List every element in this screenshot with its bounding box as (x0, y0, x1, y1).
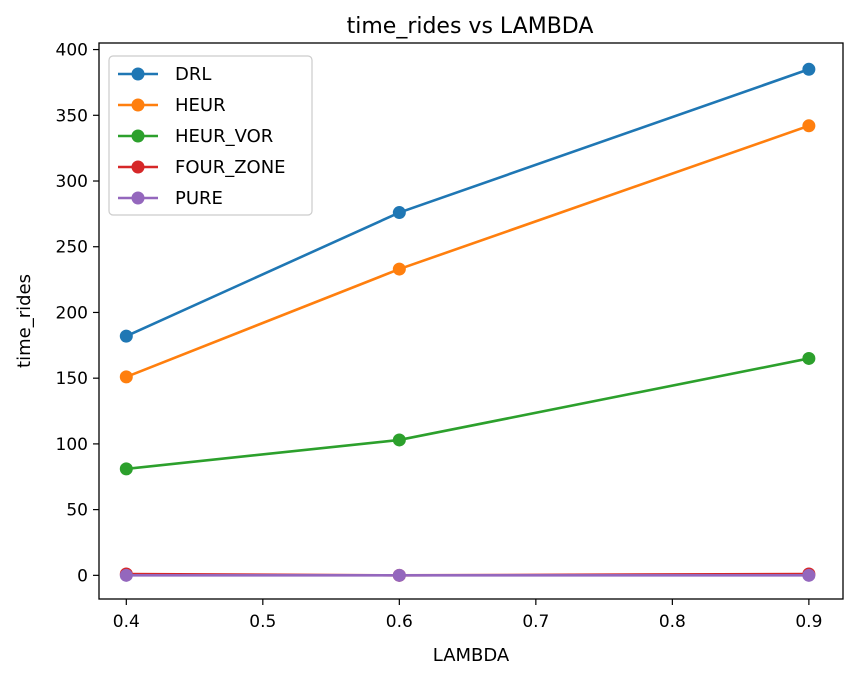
y-tick-label: 400 (56, 41, 88, 61)
legend-item: HEUR_VOR (118, 126, 273, 147)
chart-title: time_rides vs LAMBDA (347, 14, 594, 39)
x-tick-label: 0.4 (113, 612, 140, 632)
data-point-drl (119, 329, 133, 343)
legend: DRL HEUR HEUR_VOR FOUR_ZONE PURE (108, 55, 313, 216)
y-axis-label: time_rides (14, 274, 35, 368)
legend-swatch-marker (131, 129, 145, 143)
data-point-heur (392, 262, 406, 276)
y-tick-label: 250 (56, 238, 88, 258)
series-drl (119, 62, 816, 343)
legend-item: PURE (118, 188, 223, 209)
series-pure (119, 568, 816, 582)
legend-frame (108, 55, 313, 216)
legend-item: HEUR (118, 95, 226, 116)
legend-label: HEUR (175, 95, 226, 116)
data-point-pure (392, 568, 406, 582)
series-heur-vor (119, 351, 816, 476)
legend-swatch-marker (131, 191, 145, 205)
legend-label: DRL (175, 64, 211, 85)
plot-area (119, 62, 816, 582)
legend-swatch-marker (131, 67, 145, 81)
data-point-heur-vor (802, 351, 816, 365)
y-tick-label: 50 (66, 501, 88, 521)
data-point-pure (802, 568, 816, 582)
legend-label: FOUR_ZONE (175, 157, 286, 178)
y-tick-label: 300 (56, 172, 88, 192)
series-heur (119, 119, 816, 384)
legend-label: PURE (175, 188, 223, 209)
x-tick-label: 0.7 (522, 612, 549, 632)
x-tick-label: 0.6 (386, 612, 413, 632)
data-point-heur-vor (119, 462, 133, 476)
x-axis-label: LAMBDA (433, 645, 510, 666)
x-tick-label: 0.9 (795, 612, 822, 632)
x-axis: 0.4 0.5 0.6 0.7 0.8 0.9 (113, 599, 822, 632)
y-tick-label: 350 (56, 106, 88, 126)
data-point-heur-vor (392, 433, 406, 447)
data-point-drl (802, 62, 816, 76)
y-tick-label: 150 (56, 369, 88, 389)
y-tick-label: 200 (56, 303, 88, 323)
data-point-heur (802, 119, 816, 133)
legend-item: FOUR_ZONE (118, 157, 286, 178)
y-axis: 0 50 100 150 200 250 300 350 400 (56, 41, 99, 586)
series-line-heur-vor (126, 357, 810, 471)
y-tick-label: 100 (56, 435, 88, 455)
plot-frame (98, 42, 844, 600)
x-tick-label: 0.5 (249, 612, 276, 632)
data-point-drl (392, 206, 406, 220)
y-tick-label: 0 (77, 566, 88, 586)
legend-label: HEUR_VOR (175, 126, 273, 147)
legend-swatch-marker (131, 160, 145, 174)
data-point-pure (119, 568, 133, 582)
legend-item: DRL (118, 64, 211, 85)
x-tick-label: 0.8 (659, 612, 686, 632)
data-point-heur (119, 370, 133, 384)
legend-swatch-marker (131, 98, 145, 112)
